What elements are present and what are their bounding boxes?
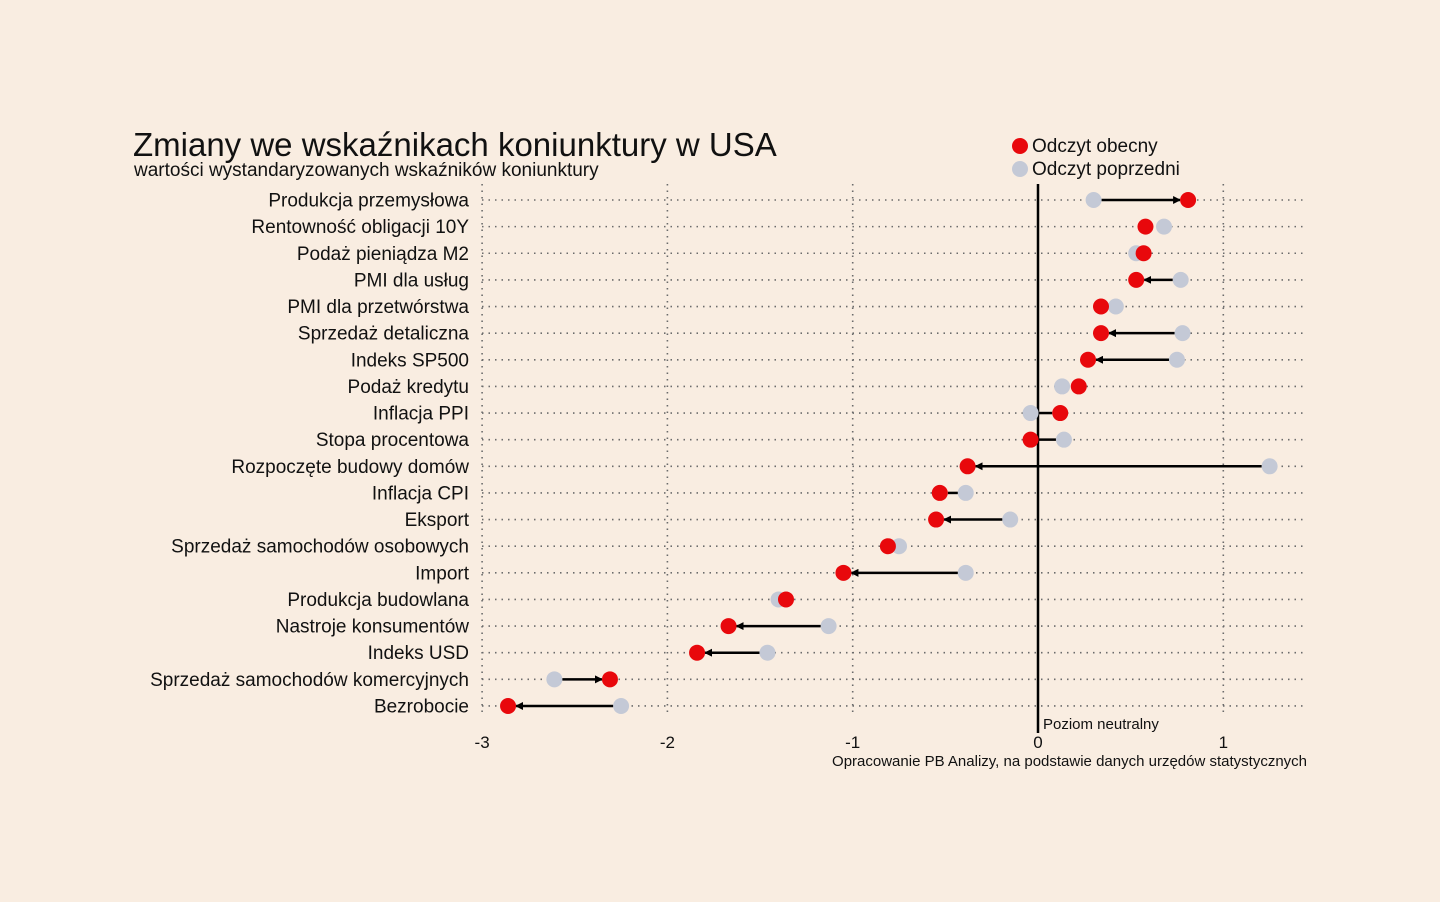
legend-label-current: Odczyt obecny	[1032, 136, 1158, 157]
point-current	[1093, 298, 1110, 315]
grid	[481, 184, 1307, 714]
point-previous	[891, 538, 908, 555]
category-label: Import	[415, 563, 470, 584]
category-label: Eksport	[405, 510, 470, 531]
point-current	[931, 484, 948, 501]
point-previous	[1261, 458, 1278, 475]
category-label: Podaż kredytu	[348, 377, 469, 398]
chart-subtitle: wartości wystandaryzowanych wskaźników k…	[133, 160, 599, 181]
category-label: Sprzedaż detaliczna	[298, 324, 470, 345]
point-previous	[957, 484, 974, 501]
point-previous	[1174, 325, 1191, 342]
x-tick-label: -2	[660, 733, 675, 752]
category-label: Podaż pieniądza M2	[297, 244, 469, 265]
point-current	[1022, 431, 1039, 448]
data-marks	[500, 192, 1278, 714]
category-label: Indeks USD	[368, 643, 469, 664]
point-current	[1137, 218, 1154, 235]
point-previous	[1022, 405, 1039, 422]
point-previous	[1055, 431, 1072, 448]
point-current	[1093, 325, 1110, 342]
category-label: Sprzedaż samochodów osobowych	[171, 537, 469, 558]
point-current	[689, 644, 706, 661]
point-current	[835, 564, 852, 581]
point-current	[1128, 271, 1145, 288]
point-current	[1180, 192, 1197, 208]
point-previous	[759, 644, 776, 661]
point-current	[500, 697, 517, 714]
x-tick-label: -3	[475, 733, 490, 752]
point-previous	[1156, 218, 1173, 235]
legend-marker-previous	[1012, 161, 1028, 177]
point-previous	[820, 618, 837, 635]
x-axis-ticks: -3 -2 -1 0 1	[475, 733, 1228, 752]
point-current	[928, 511, 945, 528]
point-current	[1052, 405, 1069, 422]
category-label: Inflacja CPI	[372, 483, 469, 504]
neutral-label: Poziom neutralny	[1043, 716, 1159, 733]
point-previous	[1002, 511, 1019, 528]
category-label: Sprzedaż samochodów komercyjnych	[150, 670, 469, 691]
point-previous	[1172, 271, 1189, 288]
point-current	[879, 538, 896, 555]
chart-title: Zmiany we wskaźnikach koniunktury w USA	[133, 126, 777, 163]
category-label: Bezrobocie	[374, 696, 469, 717]
category-label: Nastroje konsumentów	[276, 617, 470, 638]
point-previous	[1107, 298, 1124, 315]
category-label: PMI dla usług	[354, 270, 469, 291]
point-current	[1080, 351, 1097, 368]
category-label: Rozpoczęte budowy domów	[231, 457, 469, 478]
x-tick-label: 0	[1033, 733, 1042, 752]
point-previous	[1168, 351, 1185, 368]
legend-marker-current	[1012, 138, 1028, 154]
point-previous	[1054, 378, 1071, 395]
x-tick-label: 1	[1219, 733, 1228, 752]
category-labels: Produkcja przemysłowa Rentowność obligacj…	[150, 191, 470, 718]
point-previous	[1085, 192, 1102, 208]
point-current	[777, 591, 794, 608]
x-tick-label: -1	[845, 733, 860, 752]
category-label: Rentowność obligacji 10Y	[251, 217, 469, 238]
point-current	[601, 671, 618, 688]
category-label: Produkcja budowlana	[287, 590, 469, 611]
category-label: PMI dla przetwórstwa	[287, 297, 469, 318]
point-previous	[546, 671, 563, 688]
point-previous	[613, 697, 630, 714]
category-label: Indeks SP500	[351, 350, 469, 371]
legend-label-previous: Odczyt poprzedni	[1032, 159, 1180, 180]
point-current	[1070, 378, 1087, 395]
source-note: Opracowanie PB Analizy, na podstawie dan…	[832, 753, 1307, 770]
point-current	[1135, 245, 1152, 262]
category-label: Stopa procentowa	[316, 430, 470, 451]
point-current	[720, 618, 737, 635]
point-current	[959, 458, 976, 475]
category-label: Produkcja przemysłowa	[268, 191, 469, 212]
point-previous	[957, 564, 974, 581]
category-label: Inflacja PPI	[373, 404, 469, 425]
legend: Odczyt obecny Odczyt poprzedni	[1012, 136, 1180, 180]
